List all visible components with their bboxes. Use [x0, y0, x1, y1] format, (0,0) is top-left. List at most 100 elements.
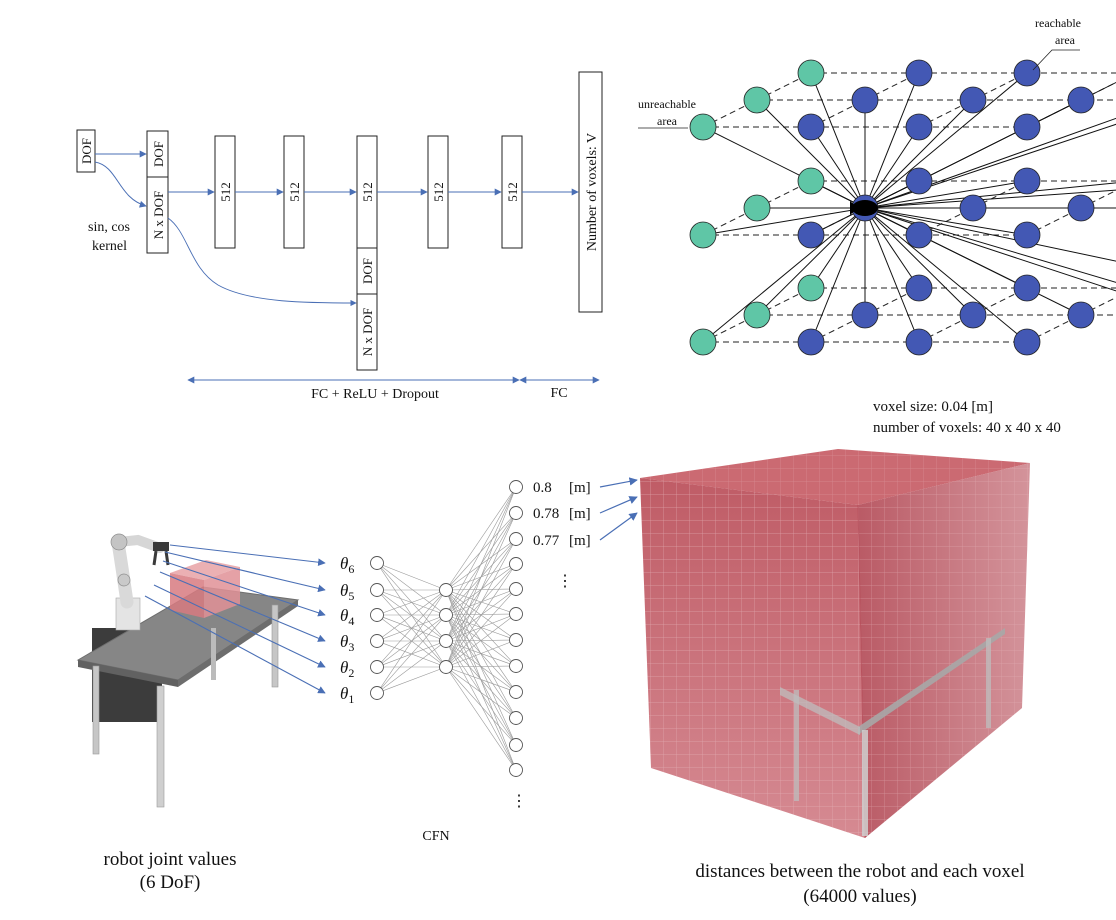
theta-label: θ3	[340, 632, 354, 654]
voxel-nodes	[689, 59, 1095, 356]
robot-scene	[76, 533, 300, 808]
robot-gripper-fingers	[152, 550, 170, 566]
theta-label: θ6	[340, 554, 354, 576]
reachability-diagram: reachable area unreachable area	[638, 16, 1116, 356]
layer-label-3: 512	[360, 182, 375, 202]
reachable-voxel-node	[905, 328, 933, 356]
caption-robot-joints-line2: (6 DoF)	[139, 872, 201, 893]
cfn-output-node	[509, 480, 523, 494]
cfn-output-node	[509, 633, 523, 647]
voxel-size-label: voxel size: 0.04 [m]	[873, 399, 993, 415]
layer-label-4: 512	[431, 182, 446, 202]
cfn-output-node	[509, 738, 523, 752]
reachable-voxel-node	[905, 274, 933, 302]
cfn-output-unit-3: [m]	[569, 533, 591, 549]
unreachable-voxel-node	[743, 194, 771, 222]
unreachable-voxel-node	[689, 328, 717, 356]
unreachable-voxel-node	[797, 167, 825, 195]
workspace-box-front	[170, 573, 204, 618]
joint-arrows	[144, 544, 326, 694]
reachable-voxel-node	[959, 86, 987, 114]
cfn-input-node	[370, 608, 384, 622]
robot-gripper	[153, 542, 169, 551]
span-label-fc: FC	[550, 386, 567, 401]
output-arrow-1	[599, 477, 638, 488]
cfn-input-node	[370, 660, 384, 674]
reachable-voxel-node	[1067, 86, 1095, 114]
arrow-skip-connection	[167, 217, 357, 307]
cfn-output-unit-2: [m]	[569, 506, 591, 522]
reachable-voxel-node	[905, 113, 933, 141]
reachable-voxel-node	[959, 194, 987, 222]
reachable-voxel-node	[1013, 328, 1041, 356]
voxel-grid-side	[858, 463, 1030, 838]
joint-arrow	[153, 584, 326, 668]
cfn-output-label-3: 0.77 [m]	[533, 533, 591, 549]
output-arrow-2	[599, 496, 638, 514]
voxel-cube: voxel size: 0.04 [m] number of voxels: 4…	[640, 399, 1061, 839]
robot-joint-elbow	[117, 573, 131, 587]
cfn-output-node	[509, 685, 523, 699]
voxel-table-rail-side	[858, 628, 1005, 735]
cfn-theta-labels: θ6 θ5 θ4 θ3 θ2 θ1	[340, 554, 354, 706]
robot-joint-shoulder	[110, 533, 128, 551]
voxel-grid-top	[640, 449, 1030, 505]
cfn-input-node	[370, 634, 384, 648]
reachable-voxel-node	[797, 221, 825, 249]
cfn-output-label-1: 0.8 [m]	[533, 480, 591, 496]
robot-center-pointer	[850, 201, 858, 215]
voxel-table-leg-2	[794, 690, 799, 801]
unreachable-voxel-node	[689, 221, 717, 249]
cfn-node-ellipsis: ⋮	[511, 793, 527, 810]
cfn-output-value-1: 0.8	[533, 480, 552, 496]
voxel-table-leg-1	[862, 730, 868, 836]
caption-voxel-distances: distances between the robot and each vox…	[610, 859, 1110, 909]
reachable-voxel-node	[1067, 301, 1095, 329]
layer-label-2: 512	[287, 182, 302, 202]
joint-arrow	[164, 551, 326, 593]
unreachable-voxel-node	[743, 86, 771, 114]
robot-center-marker	[852, 200, 878, 216]
cfn-hidden-node	[439, 660, 453, 674]
theta-label: θ2	[340, 658, 354, 680]
reachable-voxel-node	[959, 301, 987, 329]
reachable-voxel-node	[1013, 274, 1041, 302]
cfn-edges	[376, 486, 517, 771]
table-top-edge	[78, 660, 178, 687]
skip-dof-label: DOF	[360, 258, 375, 284]
cfn-input-node	[370, 556, 384, 570]
table-leg-front-left	[92, 665, 100, 755]
reachable-voxel-node	[1013, 59, 1041, 87]
cfn-output-label-2: 0.78 [m]	[533, 506, 591, 522]
cfn-output-node	[509, 506, 523, 520]
cfn-input-node	[370, 686, 384, 700]
unreachable-voxel-node	[689, 113, 717, 141]
joint-arrow	[159, 571, 326, 642]
layer-label-5: 512	[505, 182, 520, 202]
branch-ndof-box	[146, 176, 169, 254]
voxel-grid-front	[640, 478, 865, 838]
unreachable-label-line2: area	[657, 114, 678, 128]
unreachable-label-line1: unreachable	[638, 97, 696, 111]
reachable-voxel-node	[905, 221, 933, 249]
unreachable-voxel-node	[743, 301, 771, 329]
table-leg-front-right	[156, 685, 165, 808]
cfn-output-node	[509, 763, 523, 777]
cfn-output-ellipsis: ⋮	[557, 573, 573, 590]
output-layer-label: Number of voxels: V	[585, 133, 600, 251]
caption-robot-joints-line1: robot joint values	[103, 849, 237, 870]
branch-dof-label: DOF	[151, 141, 166, 167]
reachable-label-line1: reachable	[1035, 16, 1081, 30]
caption-robot-joints: robot joint values (6 DoF)	[50, 848, 290, 894]
reachable-voxel-node	[1067, 194, 1095, 222]
workspace-box-side	[204, 567, 240, 618]
input-dof-box	[76, 129, 96, 173]
unreachable-voxel-node	[797, 274, 825, 302]
cfn-output-node	[509, 659, 523, 673]
cfn-hidden-node	[439, 608, 453, 622]
cfn-output-node	[509, 582, 523, 596]
caption-voxel-distances-line2: (64000 values)	[803, 886, 917, 907]
cfn-label: CFN	[422, 829, 449, 844]
